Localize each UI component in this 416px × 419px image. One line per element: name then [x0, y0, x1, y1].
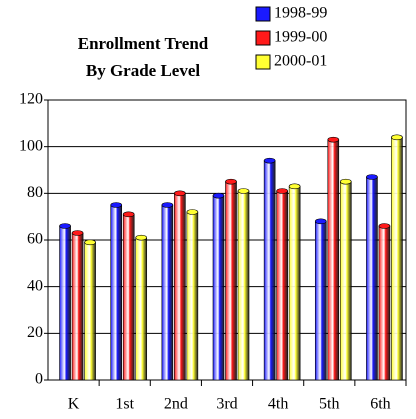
bar [327, 136, 340, 381]
y-tick-label: 100 [19, 137, 43, 154]
bar-body [339, 181, 352, 381]
legend-label: 1999-00 [274, 29, 327, 46]
bar [366, 174, 378, 381]
y-tick-label: 40 [27, 277, 43, 294]
bar-body [174, 193, 186, 381]
bar-body [378, 225, 391, 381]
x-tick-label: 6th [370, 396, 390, 413]
bar-body [366, 176, 378, 381]
x-tick-label: 4th [268, 396, 288, 413]
bar [378, 223, 391, 381]
bar-body [276, 190, 288, 381]
bar-cap [366, 174, 378, 180]
bar-cap [84, 239, 96, 246]
bar-body [84, 242, 96, 381]
x-tick-label: 3rd [216, 396, 237, 413]
bar-cap [59, 223, 71, 229]
bar [212, 192, 225, 381]
x-tick-label: 5th [319, 396, 339, 413]
bar [186, 209, 199, 381]
bar [391, 134, 403, 381]
bar [339, 178, 352, 381]
bar [135, 234, 148, 381]
bar [84, 239, 96, 381]
bar-cap [122, 211, 135, 218]
bar [71, 230, 84, 381]
bar [276, 188, 288, 381]
bar [314, 218, 327, 381]
bar-cap [327, 136, 340, 143]
legend-swatch [255, 54, 271, 70]
legend-swatch [255, 6, 271, 22]
bar [174, 190, 186, 381]
bar-cap [378, 223, 391, 229]
y-tick-label: 0 [35, 371, 43, 388]
bar-body [288, 186, 301, 381]
bar [288, 183, 301, 381]
bar-cap [174, 190, 186, 197]
x-tick-label: 2nd [164, 396, 188, 413]
bar-body [225, 181, 237, 381]
bar [225, 178, 237, 381]
legend-label: 1998-99 [274, 5, 327, 22]
chart-title: By Grade Level [86, 61, 201, 80]
y-tick-label: 60 [27, 231, 43, 248]
bar [59, 223, 71, 381]
chart-title: Enrollment Trend [78, 34, 209, 53]
bar-cap [276, 188, 288, 194]
bar-body [327, 139, 340, 381]
bar-body [212, 195, 225, 381]
bar [161, 202, 174, 381]
bar-body [186, 211, 199, 381]
bar-cap [391, 134, 403, 141]
x-tick-label: 1st [115, 396, 134, 413]
bar-body [122, 214, 135, 381]
bar-cap [71, 230, 84, 236]
y-tick-label: 80 [27, 184, 43, 201]
bar-cap [263, 157, 276, 164]
x-tick-label: K [68, 396, 80, 413]
bar [110, 202, 123, 381]
bar-cap [314, 218, 327, 225]
bar-body [314, 221, 327, 381]
legend-swatch [255, 30, 271, 46]
bar-body [135, 237, 148, 381]
bar-cap [212, 192, 225, 199]
bar-body [237, 190, 250, 381]
bar-cap [339, 178, 352, 185]
bar-cap [110, 202, 123, 208]
bar [122, 211, 135, 381]
bar-cap [161, 202, 174, 208]
bar-body [391, 137, 403, 381]
bar-cap [288, 183, 301, 190]
bar [263, 157, 276, 381]
bar-cap [135, 234, 148, 241]
bar [237, 188, 250, 381]
bar-cap [225, 178, 237, 185]
bar-body [110, 204, 123, 381]
bar-body [71, 232, 84, 381]
bar-body [59, 225, 71, 381]
y-tick-label: 120 [19, 91, 43, 108]
bar-cap [186, 209, 199, 215]
legend-label: 2000-01 [274, 53, 327, 70]
bar-body [263, 160, 276, 381]
bar-body [161, 204, 174, 381]
y-tick-label: 20 [27, 324, 43, 341]
bar-cap [237, 188, 250, 194]
